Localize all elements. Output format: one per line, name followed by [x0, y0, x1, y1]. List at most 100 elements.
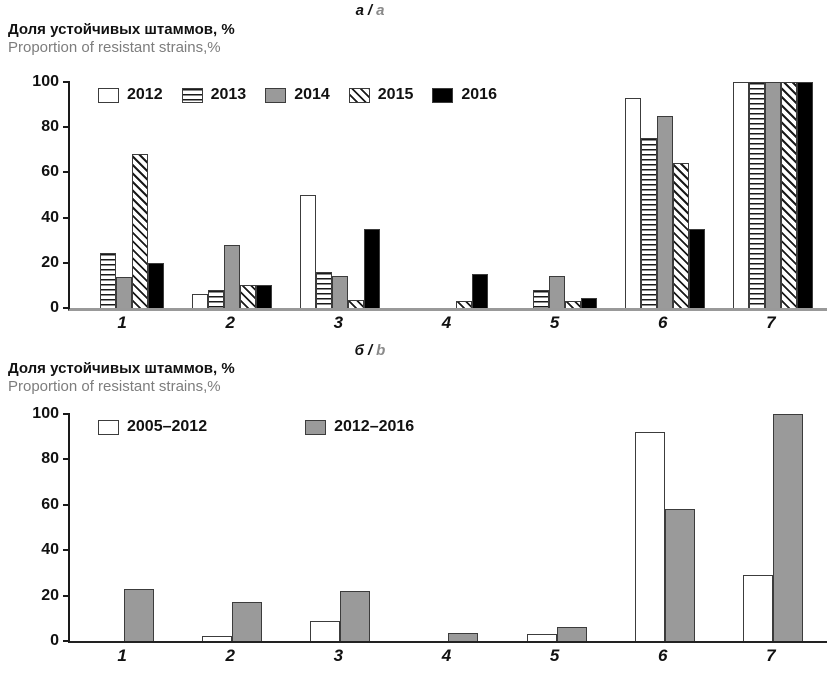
y-axis-tick: 40	[27, 209, 70, 227]
y-axis-tick-mark	[63, 594, 70, 597]
bar-2005–2012-category-7	[742, 575, 773, 641]
panel-a-label-separator: /	[367, 2, 373, 19]
y-axis-tick-label: 100	[32, 405, 59, 422]
y-axis-tick-mark	[63, 171, 70, 174]
legend-item: 2005–2012	[98, 418, 207, 436]
bar-2012–2016-category-3	[340, 591, 371, 641]
x-axis-label-1: 1	[117, 646, 127, 665]
x-axis-label-1: 1	[117, 313, 127, 332]
bar-2012–2016-category-6	[664, 509, 695, 641]
legend-item: 2012–2016	[305, 418, 414, 436]
bar-2016-category-3	[364, 229, 381, 308]
legend-item: 2012	[98, 86, 163, 104]
y-axis-tick-label: 20	[41, 586, 59, 604]
bar-2015-category-3	[348, 300, 365, 308]
bar-2016-category-6	[688, 229, 705, 308]
x-axis-label-3: 3	[333, 313, 344, 332]
legend-label: 2012	[127, 86, 163, 103]
x-axis-label-3: 3	[333, 646, 344, 665]
bar-2013-category-3	[316, 272, 333, 308]
legend-label: 2012–2016	[334, 418, 415, 435]
x-axis-label-2: 2	[225, 313, 235, 332]
bar-2013-category-2	[208, 290, 225, 308]
y-axis-tick-label: 80	[41, 118, 59, 136]
y-axis-tick: 0	[27, 299, 70, 317]
bar-group-3	[286, 82, 394, 308]
panel-b-label-separator: /	[367, 342, 373, 359]
legend-swatch-hlines	[181, 87, 203, 103]
y-axis-tick-label: 60	[41, 495, 59, 513]
y-axis-tick: 80	[27, 450, 70, 468]
y-axis-tick-mark	[63, 81, 70, 83]
bar-2012-category-2	[192, 294, 209, 308]
chart-a-plot-area: 0 20 40 60 80 100 2012 2013 2014 2015 2016	[32, 73, 827, 316]
bar-2015-category-7	[780, 82, 797, 308]
legend-item: 2016	[432, 86, 497, 104]
bar-group-4	[394, 414, 502, 641]
bar-groups	[70, 82, 827, 308]
y-axis-tick: 60	[27, 496, 70, 514]
y-axis-tick-label: 60	[41, 163, 59, 181]
bar-2014-category-6	[656, 116, 673, 308]
y-axis-tick-label: 0	[50, 299, 59, 316]
bar-2005–2012-category-5	[526, 634, 557, 641]
y-axis-tick-mark	[63, 549, 70, 552]
bar-group-7	[719, 414, 827, 641]
x-axis-label-5: 5	[549, 646, 560, 665]
bar-2014-category-7	[764, 82, 781, 308]
bar-2014-category-5	[548, 276, 565, 308]
y-axis-tick-label: 40	[41, 541, 59, 559]
chart-panel-b: б / b Доля устойчивых штаммов, % Proportio…	[0, 340, 832, 677]
x-axis-label-2: 2	[225, 646, 235, 665]
legend-label: 2015	[377, 86, 414, 103]
x-axis-label-7: 7	[766, 646, 776, 665]
panel-a-label-en: a	[376, 2, 385, 19]
bar-2016-category-2	[256, 285, 273, 308]
bar-2012–2016-category-2	[232, 602, 263, 641]
x-axis-label-5: 5	[549, 313, 560, 332]
legend-swatch-gray	[305, 419, 327, 435]
legend: 2012 2013 2014 2015 2016	[98, 86, 497, 104]
bar-2012-category-7	[732, 82, 749, 308]
y-axis-tick-mark	[63, 458, 70, 461]
y-axis-tick: 20	[27, 587, 70, 605]
bar-2016-category-4	[472, 274, 489, 308]
y-axis-tick: 80	[27, 118, 70, 136]
bar-2016-category-5	[580, 298, 597, 308]
bar-group-5	[503, 82, 611, 308]
legend-swatch-black	[432, 87, 454, 103]
y-axis-tick-label: 40	[41, 208, 59, 226]
y-axis-tick-mark	[63, 640, 70, 642]
y-axis-tick-label: 0	[50, 632, 59, 649]
bar-2015-category-1	[132, 154, 149, 308]
panel-b-label-en: b	[376, 342, 386, 359]
chart-b-x-axis-labels: 1 2 3 4 5 6 7	[68, 646, 825, 666]
y-axis-tick-mark	[63, 216, 70, 219]
bar-groups	[70, 414, 827, 641]
x-axis-label-7: 7	[766, 313, 776, 332]
y-axis-tick: 100	[27, 73, 70, 91]
chart-panel-a: а / a Доля устойчивых штаммов, % Proportio…	[8, 2, 827, 332]
legend-swatch-white	[98, 419, 119, 435]
bar-2012–2016-category-7	[772, 414, 803, 641]
y-axis-tick: 40	[27, 541, 70, 559]
bar-2014-category-1	[116, 277, 133, 308]
bar-2012–2016-category-1	[124, 589, 155, 641]
legend-swatch-white	[98, 87, 119, 103]
y-axis-tick-mark	[63, 261, 70, 264]
panel-a-label-ru: а	[355, 2, 364, 19]
chart-b-title: Доля устойчивых штаммов, %	[8, 360, 235, 377]
bar-group-2	[178, 414, 286, 641]
y-axis-tick: 20	[27, 254, 70, 272]
legend-item: 2013	[181, 86, 246, 104]
y-axis-tick-label: 20	[41, 253, 59, 271]
bar-2005–2012-category-2	[202, 636, 233, 641]
bar-2012–2016-category-4	[448, 633, 479, 641]
bar-group-6	[611, 82, 719, 308]
x-axis-label-6: 6	[658, 313, 668, 332]
y-axis-tick: 60	[27, 163, 70, 181]
bar-2013-category-6	[640, 138, 657, 308]
legend-item: 2015	[348, 86, 414, 104]
bar-2013-category-1	[100, 253, 117, 308]
